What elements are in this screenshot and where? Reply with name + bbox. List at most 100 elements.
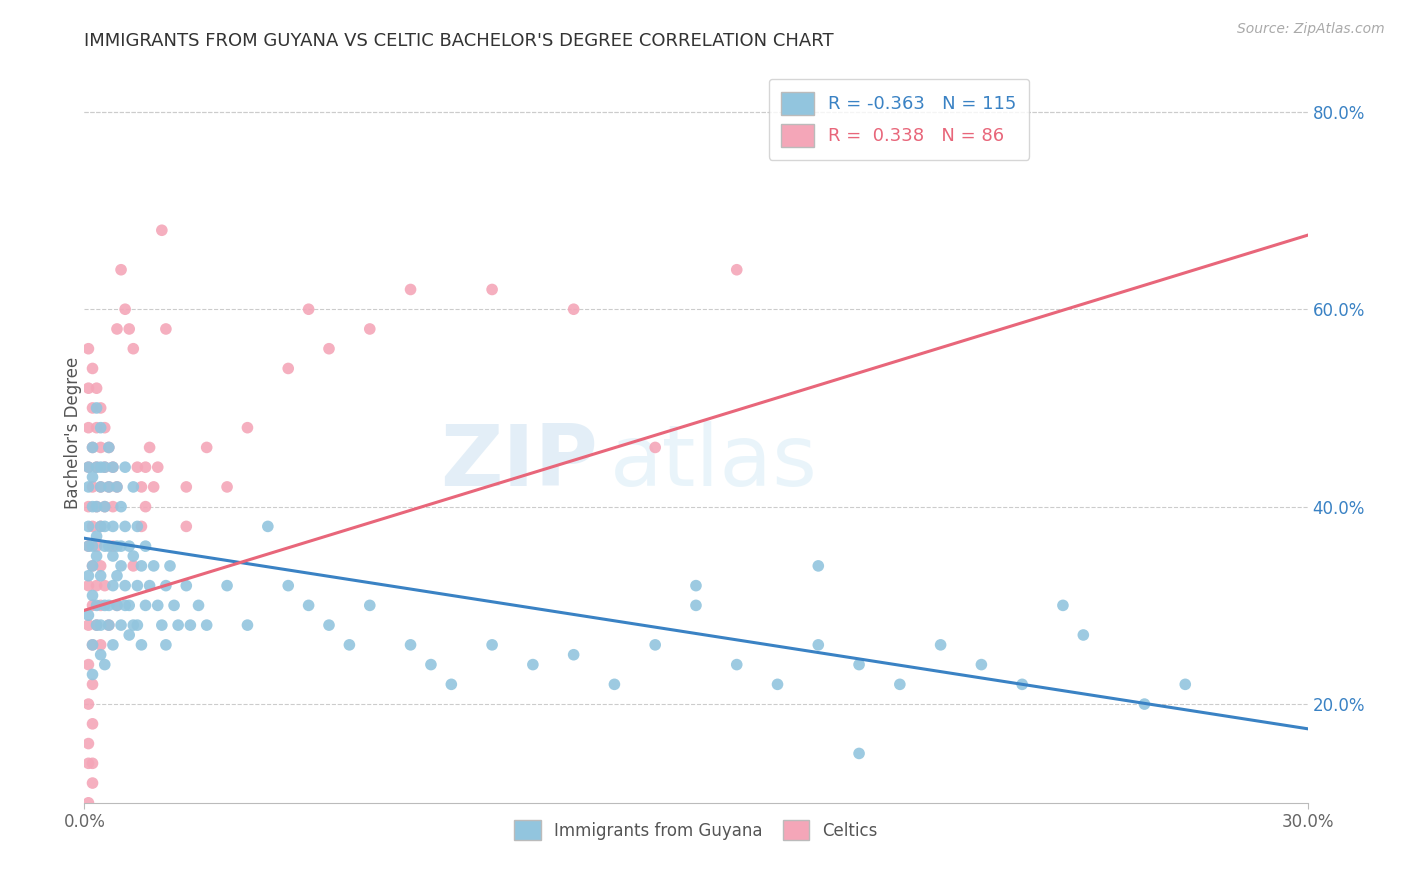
Point [644,441,666,455]
Point [77,460,100,475]
Point [138,441,160,455]
Point [163,599,186,613]
Point [82,716,104,731]
Point [146,599,169,613]
Point [101,519,124,533]
Point [131,638,153,652]
Point [97,441,120,455]
Point [97,599,120,613]
Point [77,519,100,533]
Point [77,756,100,771]
Point [90,480,112,494]
Point [86,420,108,434]
Point [93,420,115,434]
Point [122,558,145,573]
Point [82,599,104,613]
Point [122,549,145,563]
Point [93,460,115,475]
Point [101,579,124,593]
Point [90,420,112,434]
Point [82,667,104,681]
Point [90,599,112,613]
Point [110,558,132,573]
Point [86,618,108,632]
Point [118,539,141,553]
Point [105,539,128,553]
Point [155,638,177,652]
Point [257,519,280,533]
Point [86,618,108,632]
Point [1133,697,1156,711]
Point [90,638,112,652]
Point [150,618,173,632]
Point [236,618,259,632]
Point [685,579,707,593]
Point [90,519,112,533]
Point [110,618,132,632]
Point [105,480,128,494]
Point [77,342,100,356]
Point [90,618,112,632]
Point [86,539,108,553]
Point [142,558,165,573]
Point [122,480,145,494]
Point [725,657,748,672]
Point [970,657,993,672]
Point [420,657,443,672]
Point [298,599,321,613]
Point [807,558,830,573]
Point [135,500,157,514]
Point [138,579,160,593]
Point [90,568,112,582]
Point [90,480,112,494]
Point [86,401,108,415]
Point [1011,677,1033,691]
Point [142,480,165,494]
Point [90,460,112,475]
Point [110,262,132,277]
Point [82,558,104,573]
Point [127,618,149,632]
Point [77,608,100,623]
Point [889,677,911,691]
Point [77,539,100,553]
Point [685,599,707,613]
Point [82,558,104,573]
Point [82,677,104,691]
Point [159,558,181,573]
Point [77,460,100,475]
Point [114,302,136,317]
Point [82,401,104,415]
Point [101,500,124,514]
Point [90,401,112,415]
Point [82,756,104,771]
Point [603,677,626,691]
Point [90,441,112,455]
Point [101,549,124,563]
Point [82,589,104,603]
Point [217,579,239,593]
Point [105,599,128,613]
Point [150,223,173,237]
Point [122,342,145,356]
Point [86,460,108,475]
Point [97,441,120,455]
Point [359,599,381,613]
Point [101,539,124,553]
Point [77,618,100,632]
Point [110,539,132,553]
Point [77,568,100,582]
Point [101,460,124,475]
Point [644,638,666,652]
Point [86,381,108,395]
Point [122,618,145,632]
Point [277,361,299,376]
Text: atlas: atlas [610,421,818,504]
Point [298,302,321,317]
Text: ZIP: ZIP [440,421,598,504]
Point [97,480,120,494]
Point [187,599,209,613]
Point [1052,599,1074,613]
Point [1073,628,1095,642]
Point [127,579,149,593]
